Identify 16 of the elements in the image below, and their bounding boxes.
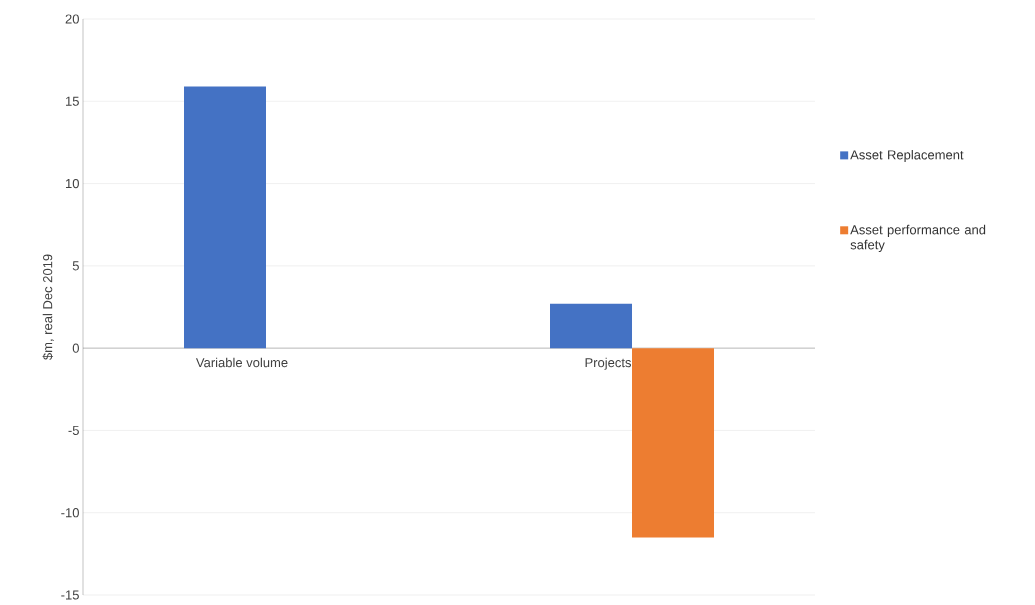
legend-label: Asset Replacement	[850, 149, 964, 163]
y-tick-label: -5	[68, 425, 79, 435]
legend-label: Asset performance and safety	[850, 224, 986, 252]
y-tick-label: 15	[66, 96, 79, 106]
y-axis-title: $m, real Dec 2019	[42, 254, 54, 360]
y-tick-label: 10	[66, 178, 79, 189]
y-tick-label: 0	[72, 343, 79, 353]
bar	[550, 303, 633, 349]
y-tick-label: -10	[61, 508, 79, 518]
y-tick-label: 20	[65, 14, 79, 24]
x-tick-label: Projects	[585, 357, 632, 370]
bar	[632, 348, 715, 538]
y-tick-label: 5	[72, 261, 79, 271]
y-tick-label: -15	[61, 590, 79, 600]
bar	[184, 86, 266, 349]
x-tick-label: Variable volume	[195, 357, 288, 368]
